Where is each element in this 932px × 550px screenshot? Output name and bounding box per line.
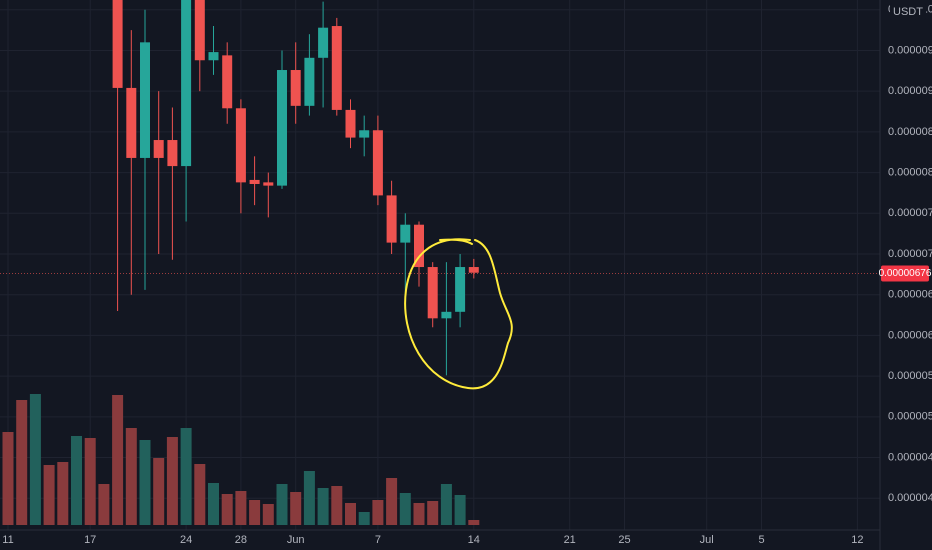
- volume-bar: [208, 483, 219, 525]
- volume-pane: [2, 394, 480, 525]
- candle-body: [441, 311, 452, 319]
- y-tick-label: 0.00000900: [888, 85, 932, 97]
- volume-bar: [125, 428, 137, 525]
- x-tick-label: Jun: [287, 534, 305, 546]
- y-tick-label: 0.00000800: [888, 167, 932, 179]
- x-tick-label: 24: [180, 534, 192, 546]
- candle-body: [222, 55, 233, 109]
- currency-label: USDT: [893, 6, 923, 18]
- volume-bar: [317, 488, 329, 525]
- y-tick-label: 0.00000750: [888, 207, 932, 219]
- volume-bar: [139, 440, 151, 525]
- volume-bar: [84, 438, 96, 525]
- candle-body: [181, 0, 192, 167]
- candle-body: [140, 42, 150, 158]
- x-tick-label: 5: [758, 534, 764, 546]
- volume-bar: [262, 504, 274, 525]
- candle-body: [386, 195, 397, 243]
- candle-body: [427, 267, 438, 319]
- y-tick-label: 0.00000950: [888, 44, 932, 56]
- x-tick-label: 17: [84, 534, 96, 546]
- x-tick-label: 28: [235, 534, 247, 546]
- volume-bar: [57, 462, 69, 525]
- volume-bar: [440, 484, 452, 525]
- x-tick-label: 7: [375, 534, 381, 546]
- x-tick-label: 11: [2, 534, 13, 546]
- volume-bar: [71, 436, 82, 525]
- volume-bar: [194, 464, 206, 525]
- volume-bar: [345, 503, 356, 525]
- volume-bar: [2, 432, 14, 525]
- hand-drawn-circle: [404, 238, 513, 390]
- y-tick-label: 0.00000850: [888, 126, 932, 138]
- candle-body: [112, 0, 123, 88]
- volume-bar: [303, 471, 315, 525]
- candle-body: [263, 182, 274, 186]
- volume-bar: [372, 500, 384, 525]
- last-price-label: 0.00000676: [879, 268, 932, 279]
- volume-bar: [358, 512, 370, 525]
- candle-body: [235, 108, 246, 183]
- candle-body: [400, 224, 411, 243]
- volume-bar: [166, 437, 178, 525]
- candle-body: [414, 224, 424, 268]
- y-tick-label: 0.00000600: [888, 329, 932, 341]
- candle-body: [194, 0, 205, 61]
- candle-body: [318, 27, 329, 58]
- candle-body: [277, 70, 287, 186]
- candle-body: [372, 130, 383, 196]
- volume-bar: [468, 520, 480, 525]
- volume-bar: [180, 428, 192, 525]
- volume-bar: [413, 503, 425, 525]
- volume-bar: [290, 492, 302, 525]
- volume-bar: [98, 484, 110, 525]
- x-tick-label: 14: [468, 534, 480, 546]
- candles: [112, 0, 479, 376]
- volume-bar: [221, 494, 233, 525]
- volume-bar: [249, 500, 261, 525]
- volume-bar: [43, 465, 55, 525]
- volume-bar: [112, 395, 124, 525]
- volume-bar: [276, 484, 288, 525]
- candle-body: [290, 70, 301, 106]
- y-tick-label: 0.00000400: [888, 492, 932, 504]
- volume-bar: [399, 493, 411, 525]
- candle-body: [468, 267, 479, 273]
- candle-body: [249, 179, 260, 184]
- grid: [0, 0, 880, 530]
- volume-bar: [386, 478, 398, 525]
- currency-badge: [890, 3, 926, 20]
- x-tick-label: 21: [564, 534, 576, 546]
- x-tick-label: 12: [851, 534, 863, 546]
- candle-body: [359, 130, 370, 138]
- volume-bar: [16, 400, 28, 525]
- volume-bar: [427, 501, 439, 525]
- x-tick-label: 25: [618, 534, 630, 546]
- x-tick-label: Jul: [700, 534, 714, 546]
- volume-bar: [331, 486, 343, 525]
- candle-body: [126, 87, 137, 158]
- candle-body: [208, 52, 219, 61]
- y-tick-label: 0.00000550: [888, 370, 932, 382]
- volume-bar: [29, 394, 41, 525]
- candle-body: [153, 140, 164, 158]
- volume-bar: [235, 491, 247, 525]
- y-tick-label: 0.00000700: [888, 248, 932, 260]
- volume-bar: [153, 458, 165, 525]
- candle-body: [331, 26, 342, 110]
- candle-body: [167, 140, 178, 167]
- volume-bar: [454, 495, 466, 525]
- candle-body: [455, 267, 466, 312]
- candle-body: [304, 57, 315, 106]
- candle-body: [345, 109, 356, 138]
- y-tick-label: 0.00000450: [888, 451, 932, 463]
- y-tick-label: 0.00000650: [888, 289, 932, 301]
- last-price-badge: [881, 265, 929, 282]
- y-tick-label: 0.00000500: [888, 411, 932, 423]
